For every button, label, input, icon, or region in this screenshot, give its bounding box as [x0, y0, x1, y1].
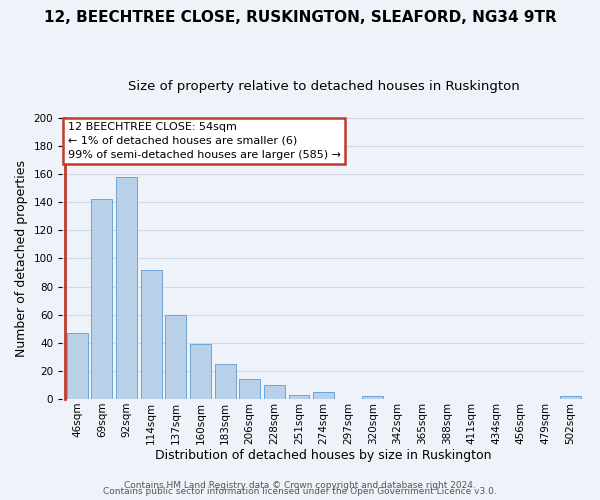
Text: 12, BEECHTREE CLOSE, RUSKINGTON, SLEAFORD, NG34 9TR: 12, BEECHTREE CLOSE, RUSKINGTON, SLEAFOR…: [44, 10, 556, 25]
Bar: [190, 344, 211, 399]
X-axis label: Distribution of detached houses by size in Ruskington: Distribution of detached houses by size …: [155, 450, 492, 462]
Bar: [116, 177, 137, 399]
Bar: [215, 364, 236, 399]
Bar: [140, 270, 161, 399]
Bar: [264, 385, 285, 399]
Text: 12 BEECHTREE CLOSE: 54sqm
← 1% of detached houses are smaller (6)
99% of semi-de: 12 BEECHTREE CLOSE: 54sqm ← 1% of detach…: [68, 122, 341, 160]
Bar: [313, 392, 334, 399]
Text: Contains HM Land Registry data © Crown copyright and database right 2024.: Contains HM Land Registry data © Crown c…: [124, 481, 476, 490]
Bar: [289, 395, 310, 399]
Bar: [362, 396, 383, 399]
Bar: [560, 396, 581, 399]
Bar: [91, 200, 112, 399]
Bar: [67, 333, 88, 399]
Bar: [239, 380, 260, 399]
Title: Size of property relative to detached houses in Ruskington: Size of property relative to detached ho…: [128, 80, 520, 93]
Y-axis label: Number of detached properties: Number of detached properties: [15, 160, 28, 357]
Text: Contains public sector information licensed under the Open Government Licence v3: Contains public sector information licen…: [103, 488, 497, 496]
Bar: [165, 314, 186, 399]
